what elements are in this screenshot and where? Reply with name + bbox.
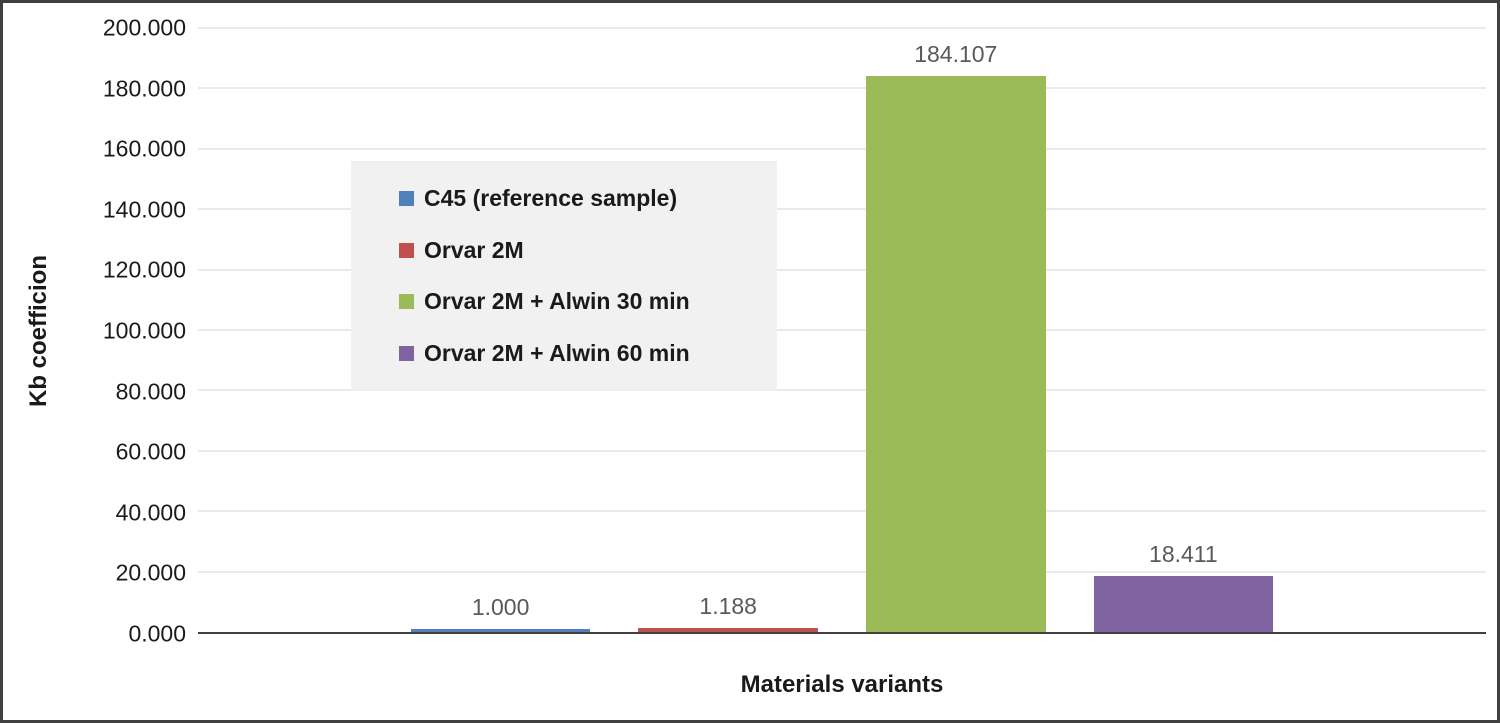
legend-marker-icon (399, 345, 414, 361)
y-tick-label: 100.000 (102, 317, 186, 344)
bar-orvar-2m-alwin-60 (1093, 576, 1274, 632)
bar-orvar-2m-alwin-30 (865, 76, 1046, 632)
gridline (198, 87, 1486, 89)
y-tick-label: 20.000 (115, 559, 186, 586)
gridline (198, 208, 1486, 210)
bar-value-label: 184.107 (914, 41, 998, 67)
gridline (198, 27, 1486, 29)
bar-value-label: 1.000 (471, 593, 530, 620)
y-tick-label: 140.000 (102, 196, 186, 223)
y-tick-label: 160.000 (102, 135, 186, 162)
gridline (198, 389, 1486, 391)
legend-item-orvar-2m-alwin-60: Orvar 2M + Alwin 60 min (399, 340, 777, 367)
bar-value-label: 18.411 (1149, 541, 1218, 568)
legend-marker-icon (399, 294, 414, 310)
legend-item-orvar-2m-alwin-30: Orvar 2M + Alwin 30 min (399, 288, 777, 315)
bar-value-label: 1.188 (699, 593, 757, 620)
gridline (198, 269, 1486, 271)
y-tick-label: 40.000 (115, 499, 186, 526)
bar-c45 (410, 628, 591, 632)
y-axis-tick-labels: 0.000 20.000 40.000 60.000 80.000 100.000 120.… (3, 16, 186, 645)
legend-item-label: C45 (reference sample) (424, 185, 678, 212)
gridline (198, 148, 1486, 150)
legend-item-label: Orvar 2M + Alwin 30 min (424, 288, 690, 315)
y-tick-label: 180.000 (102, 75, 186, 102)
y-tick-label: 200.000 (102, 14, 186, 41)
gridline (198, 571, 1486, 573)
gridline (198, 450, 1486, 452)
legend-item-c45: C45 (reference sample) (399, 185, 777, 212)
legend-item-label: Orvar 2M + Alwin 60 min (424, 339, 690, 366)
gridline (198, 329, 1486, 331)
bar-orvar-2m (638, 628, 819, 632)
y-tick-label: 60.000 (115, 438, 186, 465)
legend-item-label: Orvar 2M (424, 236, 524, 263)
legend-marker-icon (399, 191, 414, 207)
y-tick-label: 80.000 (115, 378, 186, 405)
plot-area: 1.000 1.188 184.107 18.411 (198, 27, 1486, 634)
y-tick-label: 120.000 (102, 256, 186, 283)
y-tick-label: 0.000 (128, 620, 186, 647)
legend: C45 (reference sample) Orvar 2M Orvar 2M +… (351, 161, 777, 391)
x-axis-title: Materials variants (740, 671, 944, 698)
gridline (198, 510, 1486, 512)
legend-item-orvar-2m: Orvar 2M (399, 237, 777, 264)
legend-marker-icon (399, 242, 414, 258)
